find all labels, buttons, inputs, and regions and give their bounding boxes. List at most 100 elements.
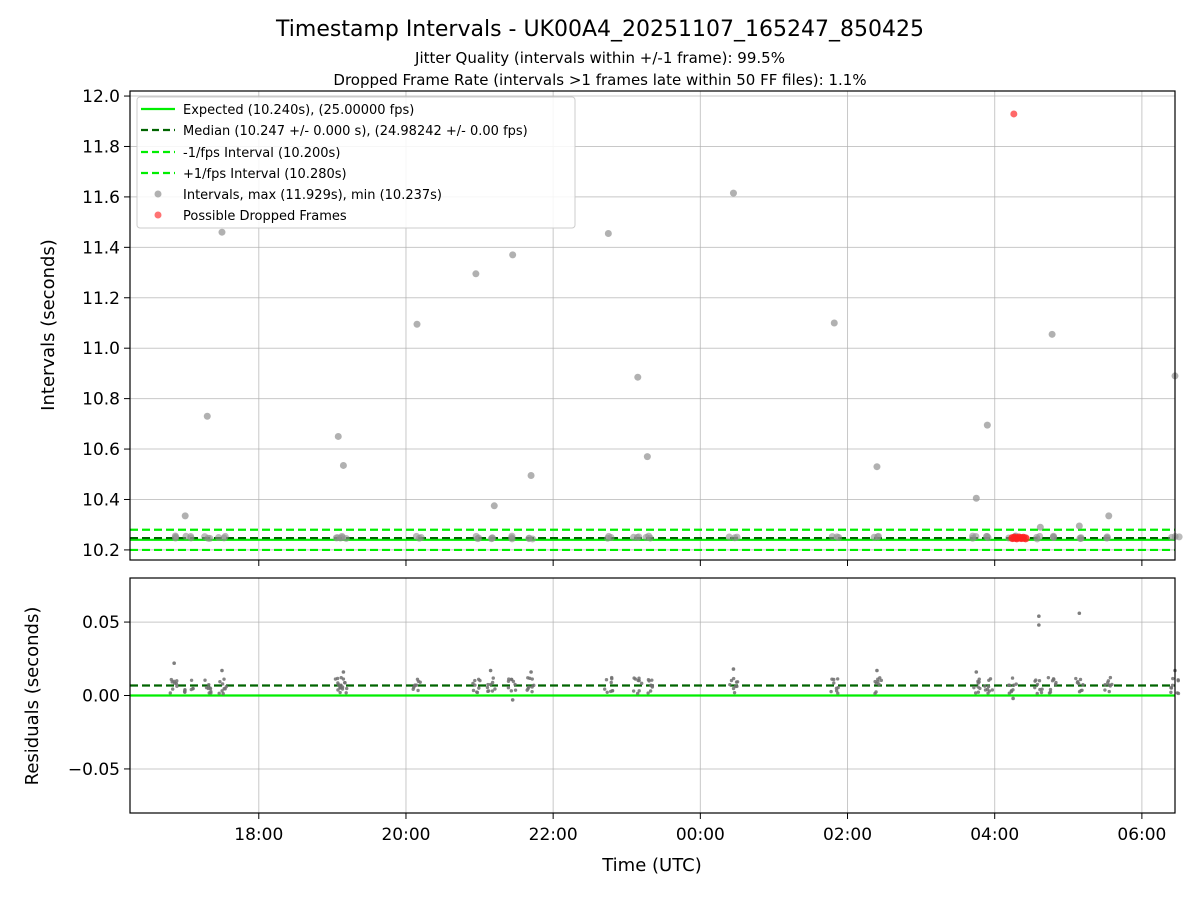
residual-point (631, 689, 636, 693)
residual-point (341, 670, 346, 674)
interval-point (218, 228, 226, 236)
interval-point (525, 534, 533, 542)
dropped-frame-point (1010, 110, 1018, 118)
interval-point (874, 533, 882, 541)
interval-point (828, 533, 836, 541)
residual-point (1051, 677, 1056, 681)
bottom-y-tick-label: −0.05 (68, 760, 120, 780)
residual-point (874, 690, 878, 694)
residual-point (513, 688, 518, 692)
residual-point (476, 677, 481, 681)
interval-point (830, 319, 838, 327)
residual-point (834, 689, 839, 693)
residual-point (529, 670, 533, 674)
interval-point (725, 533, 733, 541)
legend: Expected (10.240s), (25.00000 fps) Media… (136, 96, 576, 229)
residual-point (647, 679, 651, 683)
residual-point (832, 681, 836, 685)
residual-point (605, 690, 609, 694)
residual-point (1011, 688, 1015, 692)
interval-point (1077, 534, 1085, 542)
residual-point (1010, 676, 1015, 680)
bottom-x-ticks: 18:00 20:00 22:00 00:00 02:00 04:00 06:00 (234, 813, 1166, 845)
residual-point (338, 690, 342, 695)
residual-point (729, 678, 734, 683)
residual-point (976, 690, 981, 694)
bottom-x-tick-label: 04:00 (970, 825, 1019, 845)
legend-label-dropped: Possible Dropped Frames (183, 209, 347, 224)
residual-point (1046, 675, 1051, 680)
residual-point (1078, 677, 1083, 682)
residual-point (1011, 696, 1015, 701)
residual-point (411, 687, 415, 691)
top-y-tick-label: 10.6 (82, 440, 120, 460)
top-y-tick-label: 11.6 (82, 188, 120, 208)
interval-point (413, 320, 421, 328)
residual-point (172, 679, 176, 683)
residual-point (416, 679, 421, 684)
top-axes-frame (129, 90, 1176, 561)
interval-point (642, 533, 650, 541)
residual-point (1037, 614, 1041, 618)
interval-point (339, 461, 347, 469)
residual-point (471, 688, 476, 693)
residual-point (413, 683, 417, 687)
residual-point (208, 686, 213, 691)
residual-point (222, 677, 226, 681)
residual-point (1039, 690, 1044, 695)
top-y-tick-label: 12.0 (82, 87, 120, 107)
residual-point (191, 686, 195, 691)
residual-point (986, 691, 990, 695)
legend-label-median: Median (10.247 +/- 0.000 s), (24.98242 +… (183, 124, 528, 139)
residual-point (1107, 689, 1111, 694)
residual-point (633, 677, 638, 681)
residual-point (1037, 679, 1042, 683)
residual-point (735, 684, 739, 689)
bottom-x-tick-label: 06:00 (1117, 825, 1166, 845)
residual-point (189, 678, 194, 683)
residual-point (879, 678, 884, 683)
top-y-tick-label: 11.2 (82, 289, 120, 309)
residual-point (1037, 623, 1041, 627)
residual-point (829, 689, 833, 694)
interval-point (1036, 523, 1044, 531)
residual-point (1169, 686, 1173, 690)
legend-label-intervals: Intervals, max (11.929s), min (10.237s) (183, 188, 442, 203)
residual-point (1048, 687, 1053, 692)
residual-point (526, 676, 530, 680)
residual-point (489, 682, 493, 687)
residual-point (610, 689, 614, 693)
top-interval-points (171, 189, 1183, 543)
residual-point (983, 684, 987, 688)
top-y-tick-label: 11.0 (82, 339, 120, 359)
residual-point (217, 691, 221, 695)
top-x-ticks (258, 560, 1143, 566)
top-y-ticks: 10.2 10.4 10.6 10.8 11.0 11.2 11.4 11.6 11.8 12.0 (82, 87, 130, 561)
residual-point (168, 691, 172, 695)
residual-point (218, 679, 222, 684)
residual-point (830, 677, 834, 681)
residual-point (220, 668, 224, 673)
residual-point (1106, 679, 1111, 683)
residual-point (341, 677, 346, 681)
residual-point (646, 691, 650, 695)
interval-point (604, 229, 612, 237)
residual-point (974, 670, 979, 674)
dropped-frame-point (1021, 534, 1030, 543)
residual-point (731, 676, 736, 681)
interval-point (172, 533, 180, 541)
interval-point (472, 270, 480, 278)
residual-point (639, 681, 644, 686)
interval-point (203, 412, 211, 420)
residual-point (1170, 683, 1175, 687)
interval-point (835, 533, 843, 541)
residual-point (973, 691, 978, 695)
residual-point (473, 678, 477, 683)
x-axis-label: Time (UTC) (601, 855, 702, 876)
residual-point (506, 686, 511, 690)
bottom-x-tick-label: 02:00 (823, 825, 872, 845)
interval-point (1103, 534, 1111, 542)
interval-point (1048, 330, 1056, 338)
residual-point (987, 678, 991, 683)
